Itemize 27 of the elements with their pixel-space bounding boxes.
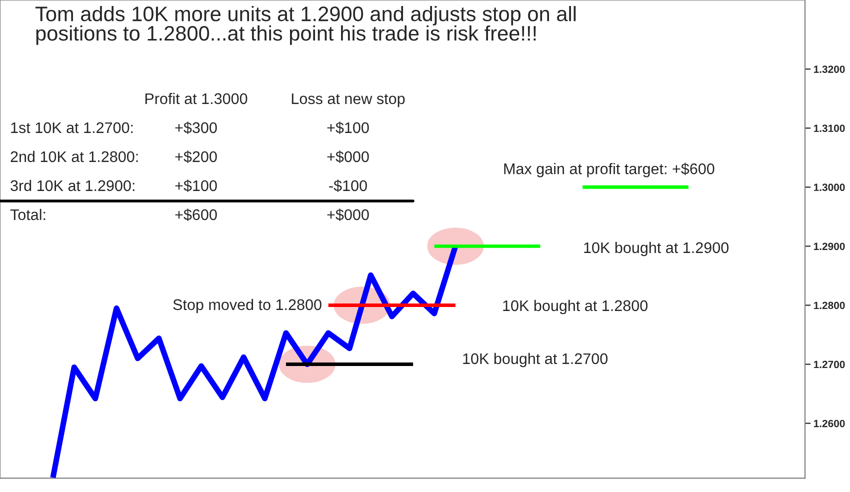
- annotation: +$200: [175, 150, 217, 164]
- y-tick-label: 1.3200: [814, 66, 845, 73]
- y-tick-label: 1.2800: [814, 302, 845, 310]
- annotation: +$600: [175, 208, 217, 222]
- annotation: +$000: [327, 208, 369, 222]
- annotation: Stop moved to 1.2800: [173, 298, 322, 314]
- annotation: 3rd 10K at 1.2900:: [10, 180, 134, 192]
- annotation: 10K bought at 1.2700: [463, 352, 608, 368]
- y-tick-label: 1.3100: [814, 124, 845, 132]
- annotation: 2nd 10K at 1.2800:: [10, 150, 138, 162]
- annotation: +$100: [175, 180, 217, 192]
- y-tick-label: 1.2900: [814, 242, 845, 250]
- y-tick-label: 1.2600: [814, 420, 845, 428]
- annotation: Max gain at profit target: +$600: [504, 162, 714, 178]
- annotation: +$100: [327, 122, 369, 134]
- y-tick-label: 1.2700: [814, 360, 845, 368]
- annotation: Total:: [10, 208, 46, 220]
- annotation: 10K bought at 1.2800: [503, 300, 648, 314]
- annotation: Loss at new stop: [292, 93, 405, 108]
- annotation: 10K bought at 1.2900: [584, 242, 729, 256]
- annotation: 1st 10K at 1.2700:: [11, 122, 133, 134]
- text: Tom adds 10K more units at 1.2900 and adjusts stop on all positions to 1.2800...at this point his trade is risk free!!!: [35, 6, 576, 45]
- annotation: -$100: [329, 180, 367, 192]
- annotation: Profit at 1.3000: [145, 92, 248, 104]
- y-tick-label: 1.3000: [814, 184, 845, 192]
- annotation: +$300: [175, 122, 217, 134]
- annotation: +$000: [327, 150, 369, 164]
